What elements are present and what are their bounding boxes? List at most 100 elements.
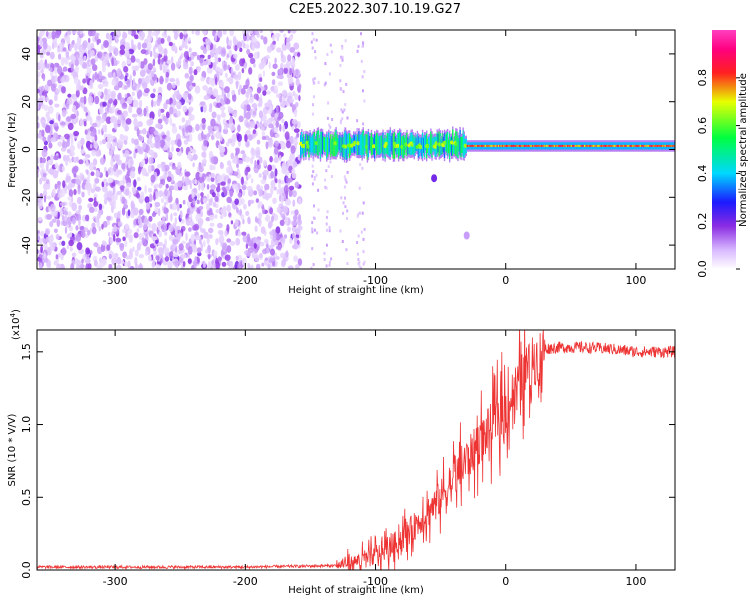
- spectrogram-cell: [311, 135, 313, 153]
- spectrogram-cell: [315, 38, 318, 42]
- spectrogram-cell: [92, 74, 95, 83]
- spectrogram-cell: [165, 183, 169, 189]
- spectrogram-cell: [119, 44, 126, 51]
- spectrogram-cell: [244, 156, 251, 163]
- spectrogram-cell: [317, 81, 320, 84]
- spectrogram-cell: [171, 165, 177, 170]
- spectrogram-cell: [221, 242, 228, 251]
- spectrogram-cell: [135, 262, 138, 269]
- spectrogram-cell: [205, 38, 209, 44]
- spectrogram-cell: [382, 132, 384, 158]
- spectrogram-cell: [42, 122, 46, 129]
- spectrogram-cell: [48, 142, 53, 149]
- spectrogram-cell: [245, 140, 250, 148]
- spectrogram-cell: [158, 182, 163, 189]
- spectrogram-cell: [71, 252, 77, 258]
- spectrogram-cell: [339, 121, 342, 125]
- spectrogram-cell: [343, 175, 346, 179]
- spectrogram-cell: [595, 144, 598, 147]
- spectrogram-cell: [196, 199, 200, 205]
- spectrogram-cell: [110, 158, 114, 167]
- spectrogram-cell: [250, 148, 256, 156]
- spectrogram-cell: [163, 201, 167, 208]
- spectrogram-cell: [188, 93, 192, 101]
- spectrogram-cell: [57, 47, 60, 53]
- spectrogram-cell: [107, 72, 113, 78]
- spectrogram-cell: [214, 33, 217, 42]
- spectrogram-cell: [360, 266, 363, 269]
- spectrogram-cell: [131, 113, 138, 118]
- spectrogram-cell: [157, 94, 163, 103]
- spectrogram-cell: [104, 166, 107, 173]
- spectrogram-cell: [219, 162, 224, 170]
- spectrogram-cell: [329, 125, 332, 129]
- spectrogram-cell: [313, 132, 315, 154]
- spectrogram-cell: [134, 34, 139, 40]
- spectrogram-cell: [560, 144, 562, 147]
- spectrogram-cell: [293, 139, 298, 144]
- spectrogram-x-axis-label: Height of straight line (km): [288, 285, 424, 296]
- spectrogram-cell: [54, 125, 59, 132]
- spectrogram-cell: [344, 205, 347, 209]
- spectrogram-cell: [79, 30, 84, 35]
- spectrogram-cell: [70, 113, 77, 119]
- spectrogram-cell: [228, 212, 232, 218]
- spectrogram-cell: [101, 258, 107, 266]
- spectrogram-cell: [101, 181, 105, 188]
- snr-background: [37, 330, 675, 570]
- spectrogram-cell: [42, 172, 47, 178]
- spectrogram-cell: [263, 169, 269, 176]
- spectrogram-cell: [65, 175, 72, 182]
- spectrogram-cell: [469, 144, 471, 147]
- spectrogram-cell: [245, 122, 251, 128]
- spectrogram-cell: [46, 213, 52, 220]
- spectrogram-cell: [292, 190, 297, 198]
- spectrogram-cell: [250, 156, 254, 165]
- snr-series-line: [37, 330, 675, 570]
- spectrogram-cell: [168, 151, 173, 159]
- spectrogram-cell: [369, 136, 372, 151]
- spectrogram-cell: [358, 264, 361, 268]
- spectrogram-cell: [356, 136, 358, 155]
- spectrogram-cell: [69, 232, 73, 238]
- spectrogram-cell: [221, 186, 227, 191]
- spectrogram-cell: [247, 218, 251, 225]
- spectrogram-cell: [111, 194, 117, 203]
- spectrogram-cell: [240, 88, 246, 95]
- colorbar-tick-label: 0.6: [696, 117, 709, 135]
- spectrogram-cell: [238, 159, 244, 165]
- spectrogram-cell: [446, 131, 449, 156]
- spectrogram-cell: [83, 55, 87, 61]
- spectrogram-cell: [81, 258, 84, 264]
- spectrogram-cell: [266, 243, 269, 249]
- spectrogram-feature: [431, 174, 438, 183]
- spectrogram-cell: [138, 77, 142, 85]
- spectrogram-cell: [258, 218, 262, 227]
- snr-x-ticks: -300 -200 -100 0 100: [103, 330, 646, 588]
- spectrogram-cell: [251, 178, 254, 184]
- spectrogram-cell: [243, 203, 247, 210]
- spectrogram-cell: [130, 39, 134, 48]
- spectrogram-cell: [111, 79, 116, 86]
- spectrogram-cell: [314, 50, 317, 54]
- spectrogram-cell: [624, 144, 626, 147]
- spectrogram-cell: [111, 105, 115, 113]
- spectrogram-cell: [44, 63, 50, 69]
- spectrogram-cell: [108, 149, 114, 156]
- spectrogram-cell: [179, 32, 184, 40]
- spectrogram-cell: [166, 82, 173, 91]
- spectrogram-cell: [131, 137, 135, 144]
- spectrogram-cell: [85, 247, 90, 255]
- spectrogram-cell: [148, 149, 154, 156]
- spectrogram-cell: [266, 247, 269, 254]
- spectrogram-cell: [449, 133, 451, 160]
- spectrogram-cell: [362, 130, 364, 155]
- spectrogram-cell: [145, 111, 149, 118]
- spectrogram-cell: [75, 89, 80, 98]
- spectrogram-cell: [54, 122, 59, 127]
- y-tick-label: 1.0: [20, 416, 33, 434]
- spectrogram-cell: [211, 156, 215, 165]
- spectrogram-cell: [551, 144, 553, 147]
- spectrogram-cell: [217, 222, 223, 229]
- spectrogram-cell: [113, 47, 119, 57]
